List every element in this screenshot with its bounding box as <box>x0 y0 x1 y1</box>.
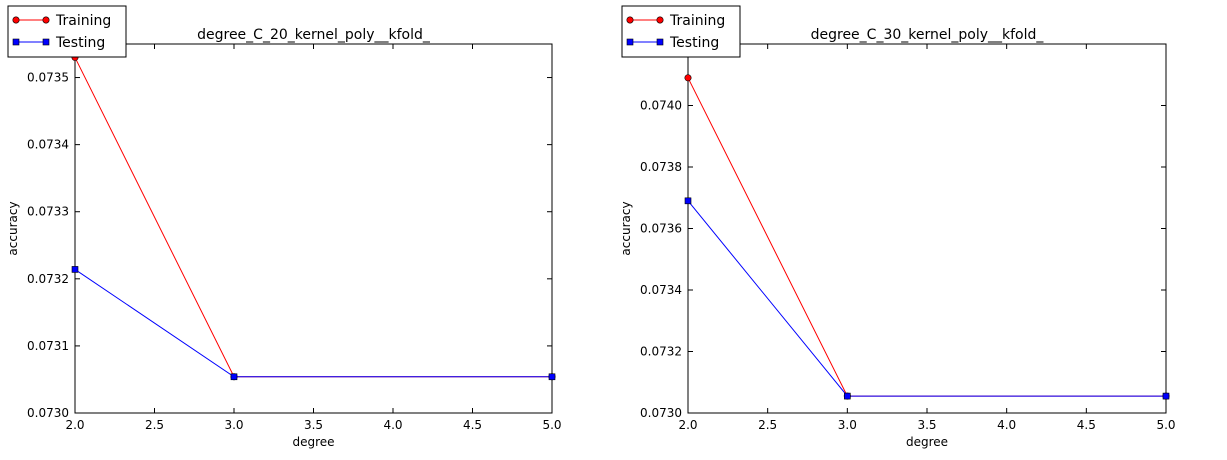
legend: Training Testing <box>7 5 127 58</box>
legend-marker-training <box>42 16 50 24</box>
y-tick-label: 0.0736 <box>640 222 682 236</box>
legend-box <box>7 5 127 58</box>
x-tick-label: 4.5 <box>463 418 482 432</box>
series-line-training <box>687 77 1166 397</box>
plot-frame <box>687 43 1167 414</box>
x-tick-label: 2.0 <box>65 418 84 432</box>
series-training <box>684 74 1170 400</box>
data-point-testing <box>230 373 238 381</box>
chart-1: 2.0 2.5 3.0 3.5 4.0 4.5 5.0 0.0730 0.0731 0.0732 0… <box>6 5 562 449</box>
series-testing <box>71 266 556 381</box>
y-tick-label: 0.0738 <box>640 160 682 174</box>
y-axis-label: accuracy <box>6 201 20 255</box>
legend-box <box>621 5 741 58</box>
legend-marker-testing <box>12 38 20 46</box>
series-testing <box>684 197 1170 400</box>
x-tick-label: 2.5 <box>758 418 777 432</box>
x-axis-label: degree <box>906 435 948 449</box>
y-tick-label: 0.0735 <box>27 71 69 85</box>
series-line-testing <box>687 200 1166 397</box>
x-tick-label: 2.0 <box>678 418 697 432</box>
x-tick-label: 5.0 <box>1156 418 1175 432</box>
legend-label-training: Training <box>55 13 111 29</box>
y-tick-label: 0.0734 <box>27 138 69 152</box>
data-point-testing <box>71 266 79 273</box>
y-tick-label: 0.0733 <box>27 205 69 219</box>
x-tick-label: 3.0 <box>224 418 243 432</box>
x-tick-label: 4.5 <box>1077 418 1096 432</box>
x-tick-label: 3.5 <box>917 418 936 432</box>
chart-2: 2.0 2.5 3.0 3.5 4.0 4.5 5.0 0.0730 0.0732 0.0734 0… <box>619 5 1176 449</box>
legend-marker-training <box>656 16 664 24</box>
legend-marker-testing <box>626 38 634 46</box>
legend-marker-training <box>626 16 634 24</box>
y-tick-label: 0.0740 <box>640 99 682 113</box>
legend-label-training: Training <box>669 13 725 29</box>
y-tick-label: 0.0732 <box>27 272 69 286</box>
x-axis-label: degree <box>292 435 334 449</box>
series-line-testing <box>74 269 552 378</box>
x-tick-label: 4.0 <box>383 418 402 432</box>
y-axis-label: accuracy <box>619 201 633 255</box>
legend-label-testing: Testing <box>55 35 105 51</box>
data-point-testing <box>684 197 692 205</box>
y-tick-label: 0.0730 <box>27 406 69 420</box>
x-tick-label: 3.0 <box>838 418 857 432</box>
chart-title: degree_C_30_kernel_poly__kfold_ <box>811 27 1045 43</box>
x-tick-label: 2.5 <box>145 418 164 432</box>
y-tick-label: 0.0734 <box>640 283 682 297</box>
x-tick-label: 5.0 <box>542 418 561 432</box>
y-tick-label: 0.0732 <box>640 345 682 359</box>
legend-marker-training <box>12 16 20 24</box>
plot-frame <box>74 43 553 414</box>
data-point-testing <box>548 373 556 381</box>
legend: Training Testing <box>621 5 741 58</box>
legend-marker-testing <box>656 38 664 46</box>
x-tick-label: 4.0 <box>997 418 1016 432</box>
legend-label-testing: Testing <box>669 35 719 51</box>
data-point-training <box>684 74 692 82</box>
y-tick-label: 0.0730 <box>640 406 682 420</box>
series-training <box>71 53 556 381</box>
x-tick-label: 3.5 <box>304 418 323 432</box>
data-point-testing <box>1162 392 1170 400</box>
chart-title: degree_C_20_kernel_poly__kfold_ <box>197 27 431 43</box>
data-point-testing <box>844 392 851 400</box>
y-tick-label: 0.0731 <box>27 339 69 353</box>
legend-marker-testing <box>42 38 50 46</box>
series-line-training <box>74 57 552 378</box>
